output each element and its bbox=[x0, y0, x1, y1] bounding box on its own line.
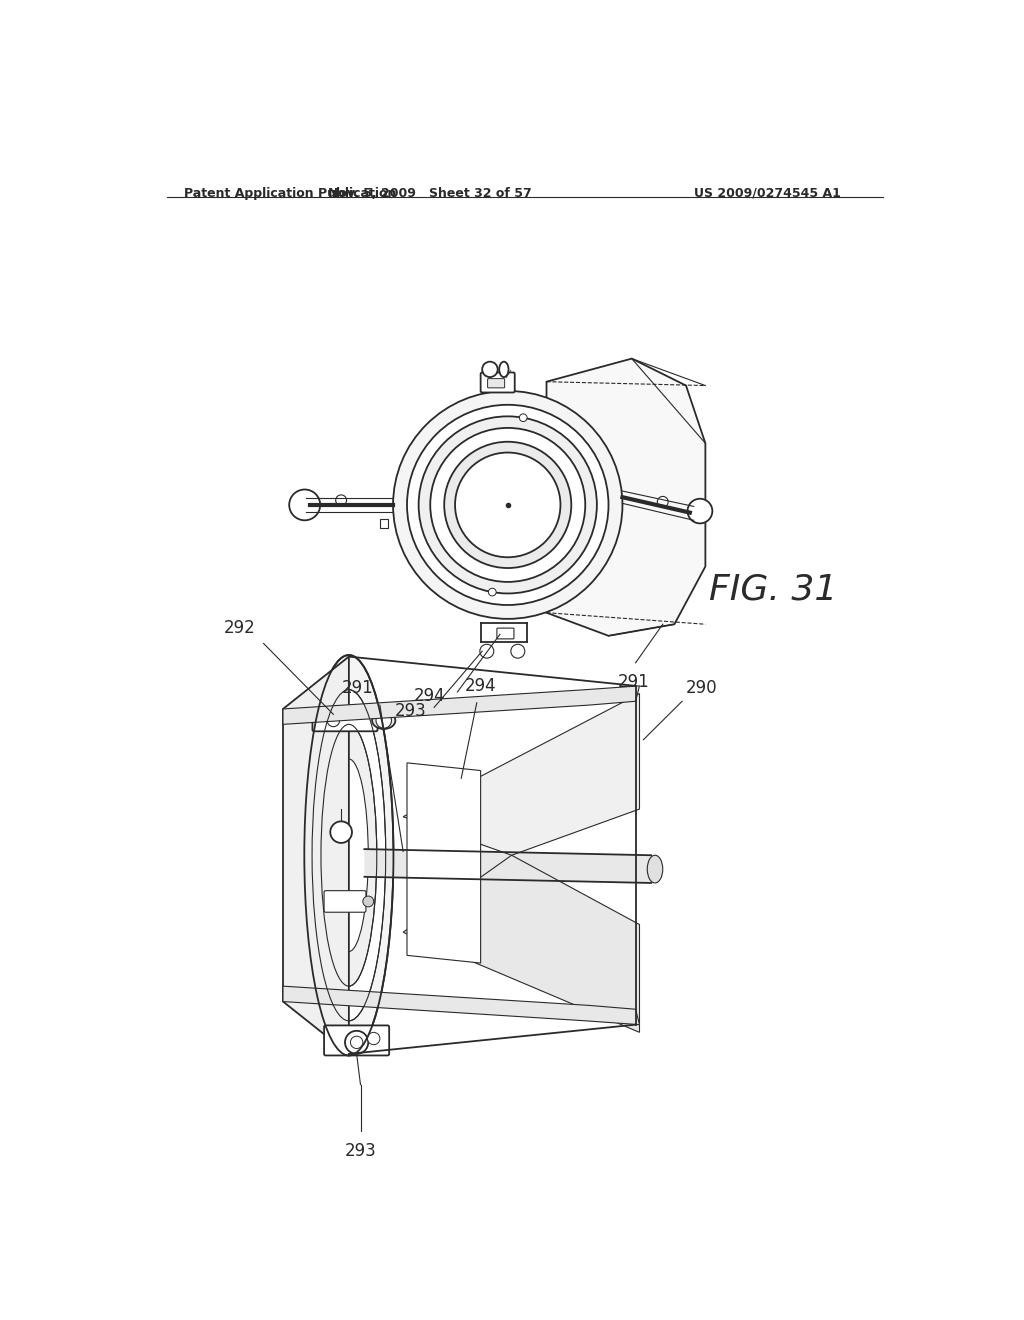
Polygon shape bbox=[403, 855, 640, 1032]
Circle shape bbox=[687, 499, 713, 524]
Polygon shape bbox=[365, 849, 651, 883]
Circle shape bbox=[419, 416, 597, 594]
Circle shape bbox=[331, 821, 352, 843]
Text: 293: 293 bbox=[345, 1143, 377, 1160]
Circle shape bbox=[657, 496, 669, 507]
FancyBboxPatch shape bbox=[324, 1026, 389, 1056]
FancyBboxPatch shape bbox=[487, 379, 505, 388]
Circle shape bbox=[328, 714, 340, 726]
Circle shape bbox=[393, 391, 623, 619]
Polygon shape bbox=[380, 519, 388, 528]
Text: 292: 292 bbox=[224, 619, 256, 638]
Circle shape bbox=[407, 405, 608, 605]
Circle shape bbox=[444, 442, 571, 568]
Text: FIG. 31: FIG. 31 bbox=[710, 573, 838, 607]
Polygon shape bbox=[283, 986, 640, 1024]
Polygon shape bbox=[283, 656, 349, 1053]
Polygon shape bbox=[547, 359, 706, 636]
FancyBboxPatch shape bbox=[312, 710, 378, 731]
Text: Nov. 5, 2009   Sheet 32 of 57: Nov. 5, 2009 Sheet 32 of 57 bbox=[329, 187, 532, 199]
Circle shape bbox=[368, 1032, 380, 1044]
Circle shape bbox=[376, 713, 391, 729]
Circle shape bbox=[455, 453, 560, 557]
Polygon shape bbox=[403, 693, 640, 855]
FancyBboxPatch shape bbox=[324, 891, 366, 912]
Text: 290: 290 bbox=[686, 680, 718, 697]
Circle shape bbox=[480, 644, 494, 659]
Circle shape bbox=[289, 490, 321, 520]
Ellipse shape bbox=[372, 711, 395, 729]
Ellipse shape bbox=[330, 759, 369, 952]
Circle shape bbox=[336, 495, 346, 506]
FancyBboxPatch shape bbox=[497, 628, 514, 639]
Circle shape bbox=[482, 362, 498, 378]
Ellipse shape bbox=[312, 689, 386, 1020]
Polygon shape bbox=[283, 686, 640, 725]
Ellipse shape bbox=[304, 655, 393, 1056]
Text: 293: 293 bbox=[394, 702, 426, 721]
Polygon shape bbox=[407, 763, 480, 964]
Ellipse shape bbox=[500, 362, 509, 378]
Circle shape bbox=[511, 644, 525, 659]
Text: 291: 291 bbox=[342, 680, 374, 697]
Circle shape bbox=[519, 414, 527, 421]
Ellipse shape bbox=[647, 855, 663, 883]
FancyBboxPatch shape bbox=[480, 372, 515, 392]
Ellipse shape bbox=[321, 725, 377, 986]
Text: 294: 294 bbox=[414, 686, 445, 705]
Text: Patent Application Publication: Patent Application Publication bbox=[183, 187, 396, 199]
Circle shape bbox=[488, 589, 497, 595]
Text: 291: 291 bbox=[617, 673, 649, 690]
Circle shape bbox=[362, 896, 374, 907]
Circle shape bbox=[430, 428, 586, 582]
Text: US 2009/0274545 A1: US 2009/0274545 A1 bbox=[693, 187, 841, 199]
Text: 294: 294 bbox=[465, 677, 497, 696]
Circle shape bbox=[345, 1031, 369, 1053]
